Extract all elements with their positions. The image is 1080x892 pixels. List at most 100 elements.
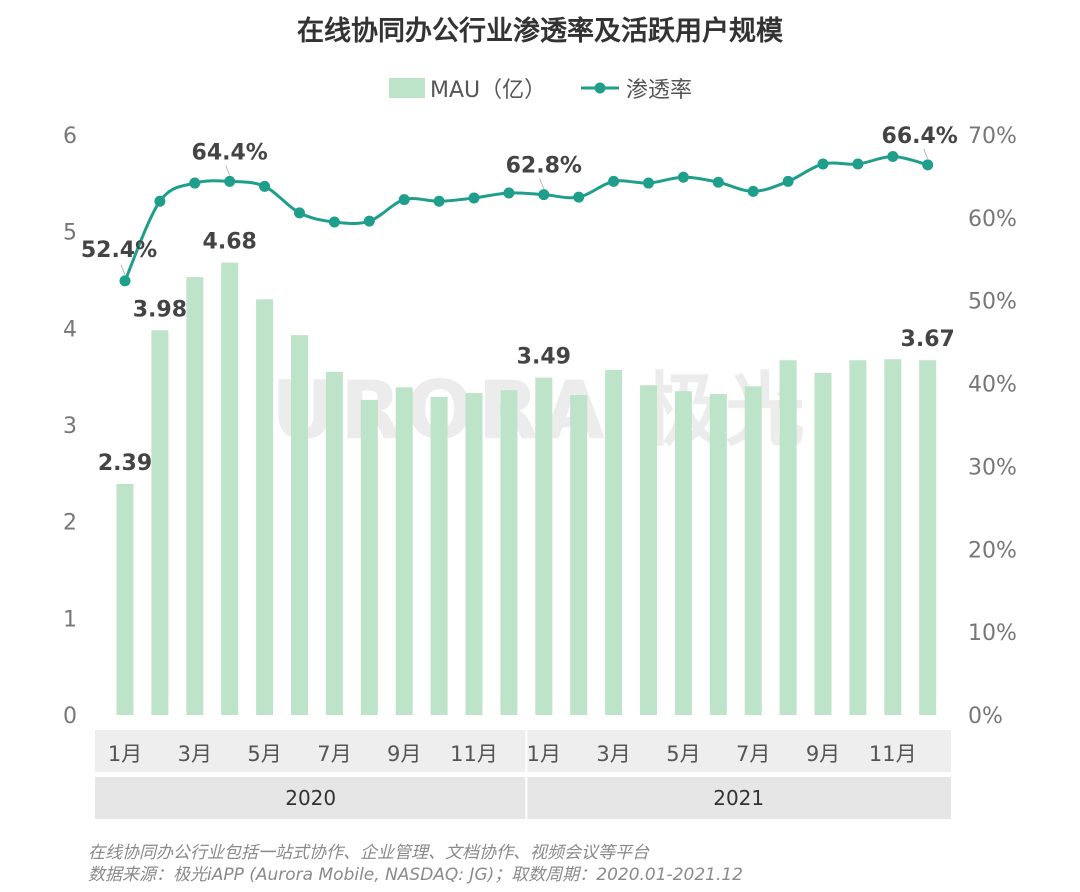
y-right-tick: 40% [968,373,1017,398]
y-right-tick: 20% [968,538,1017,563]
legend-line-label: 渗透率 [626,78,692,103]
y-axis-left: 0 1 2 3 4 5 6 [63,124,77,729]
line-point-2021-04 [643,177,654,189]
bar-2021-02 [570,395,588,715]
y-right-tick: 30% [968,455,1017,480]
y-left-tick: 1 [63,607,77,632]
bar-2020-01 [116,483,134,715]
legend-line-marker [594,82,606,94]
x-tick-label: 11月 [450,742,498,766]
y-right-tick: 50% [968,290,1017,315]
label-leader [923,148,929,160]
line-label-2020-04: 64.4% [192,140,268,165]
footnote-definition: 在线协同办公行业包括一站式协作、企业管理、文档协作、视频会议等平台 [88,843,650,863]
line-point-2020-09 [398,194,410,206]
line-point-2021-01 [538,189,550,201]
line-point-2020-10 [433,195,445,207]
y-right-tick: 10% [968,621,1017,646]
x-tick-label: 3月 [596,742,630,766]
bar-2021-05 [674,391,692,715]
bar-2020-03 [186,277,204,715]
line-point-2020-02 [154,195,166,207]
line-point-2021-07 [747,185,759,197]
chart-title: 在线协同办公行业渗透率及活跃用户规模 [297,15,783,47]
x-tick-label: 1月 [108,742,142,766]
line-point-2020-12 [503,187,515,199]
line-point-2020-11 [468,192,480,204]
bar-2020-05 [256,299,274,715]
bar-2020-04 [221,262,239,715]
label-leader [225,165,231,176]
bar-2021-08 [779,360,797,715]
bar-2021-06 [709,394,727,715]
legend-bar-swatch [389,78,425,98]
bar-2021-01 [535,377,553,715]
line-data-labels: 52.4% 64.4% 62.8% 66.4% [81,124,958,276]
x-tick-label: 5月 [247,742,281,766]
bar-2020-10 [430,396,448,715]
bar-series [116,262,937,715]
bar-2020-12 [500,390,518,715]
line-point-2020-03 [189,177,201,189]
bar-2021-07 [744,386,762,715]
y-right-tick: 70% [968,124,1017,149]
bar-2020-02 [151,330,169,715]
label-leader [539,178,545,189]
y-right-tick: 60% [968,207,1017,232]
y-left-tick: 2 [63,511,77,536]
line-point-2020-08 [363,215,375,227]
x-tick-label: 11月 [869,742,917,766]
bar-label-2020-02: 3.98 [133,297,187,322]
bar-2020-08 [360,399,378,715]
year-label-2020: 2020 [285,786,336,810]
bar-2020-07 [325,371,343,715]
y-left-tick: 3 [63,414,77,439]
bar-label-2020-04: 4.68 [203,230,257,255]
bar-label-2021-01: 3.49 [517,345,571,370]
footnote-source: 数据来源：极光iAPP (Aurora Mobile, NASDAQ: JG)；… [88,865,743,885]
line-point-2021-11 [887,151,899,163]
line-label-2021-12: 66.4% [882,124,958,149]
line-point-2020-01 [119,275,131,287]
line-point-2020-05 [259,180,271,192]
x-tick-label: 9月 [806,742,840,766]
line-point-2020-07 [328,216,340,228]
bar-2020-06 [291,335,308,715]
y-axis-right: 0% 10% 20% 30% 40% 50% 60% 70% [968,124,1017,729]
y-left-tick: 4 [63,317,77,342]
bar-2021-09 [814,372,832,715]
line-point-2021-03 [608,175,620,187]
y-right-tick: 0% [968,704,1003,729]
line-label-2021-01: 62.8% [506,154,582,179]
line-point-2021-05 [677,171,689,183]
bar-2021-11 [884,359,902,715]
bar-2021-04 [640,385,657,715]
line-point-2021-06 [712,176,724,188]
x-axis: 1月 3月 5月 7月 9月 11月 1月 3月 5月 7月 9月 11月 2020 2021 [95,730,951,819]
year-band [95,777,951,819]
bar-label-2020-01: 2.39 [98,451,152,476]
y-left-tick: 0 [63,704,77,729]
bar-label-2021-12: 3.67 [901,327,955,352]
bar-2021-03 [605,369,623,715]
legend: MAU（亿） 渗透率 [389,78,692,103]
bar-2020-11 [465,393,483,715]
bar-2021-12 [919,360,937,715]
label-leader [120,264,126,276]
x-tick-label: 5月 [666,742,700,766]
line-point-2021-10 [852,158,864,170]
x-tick-label: 7月 [736,742,770,766]
bar-2020-09 [395,387,413,715]
line-label-2020-01: 52.4% [81,238,157,263]
legend-bar-label: MAU（亿） [430,78,546,103]
y-left-tick: 5 [63,221,77,246]
x-axis-band [95,730,951,772]
line-point-2021-08 [782,175,794,187]
x-tick-label: 9月 [387,742,421,766]
bar-2021-10 [849,360,867,715]
line-point-2021-09 [817,158,829,170]
y-left-tick: 6 [63,124,77,149]
line-point-2020-04 [224,175,236,187]
x-tick-label: 3月 [178,742,212,766]
